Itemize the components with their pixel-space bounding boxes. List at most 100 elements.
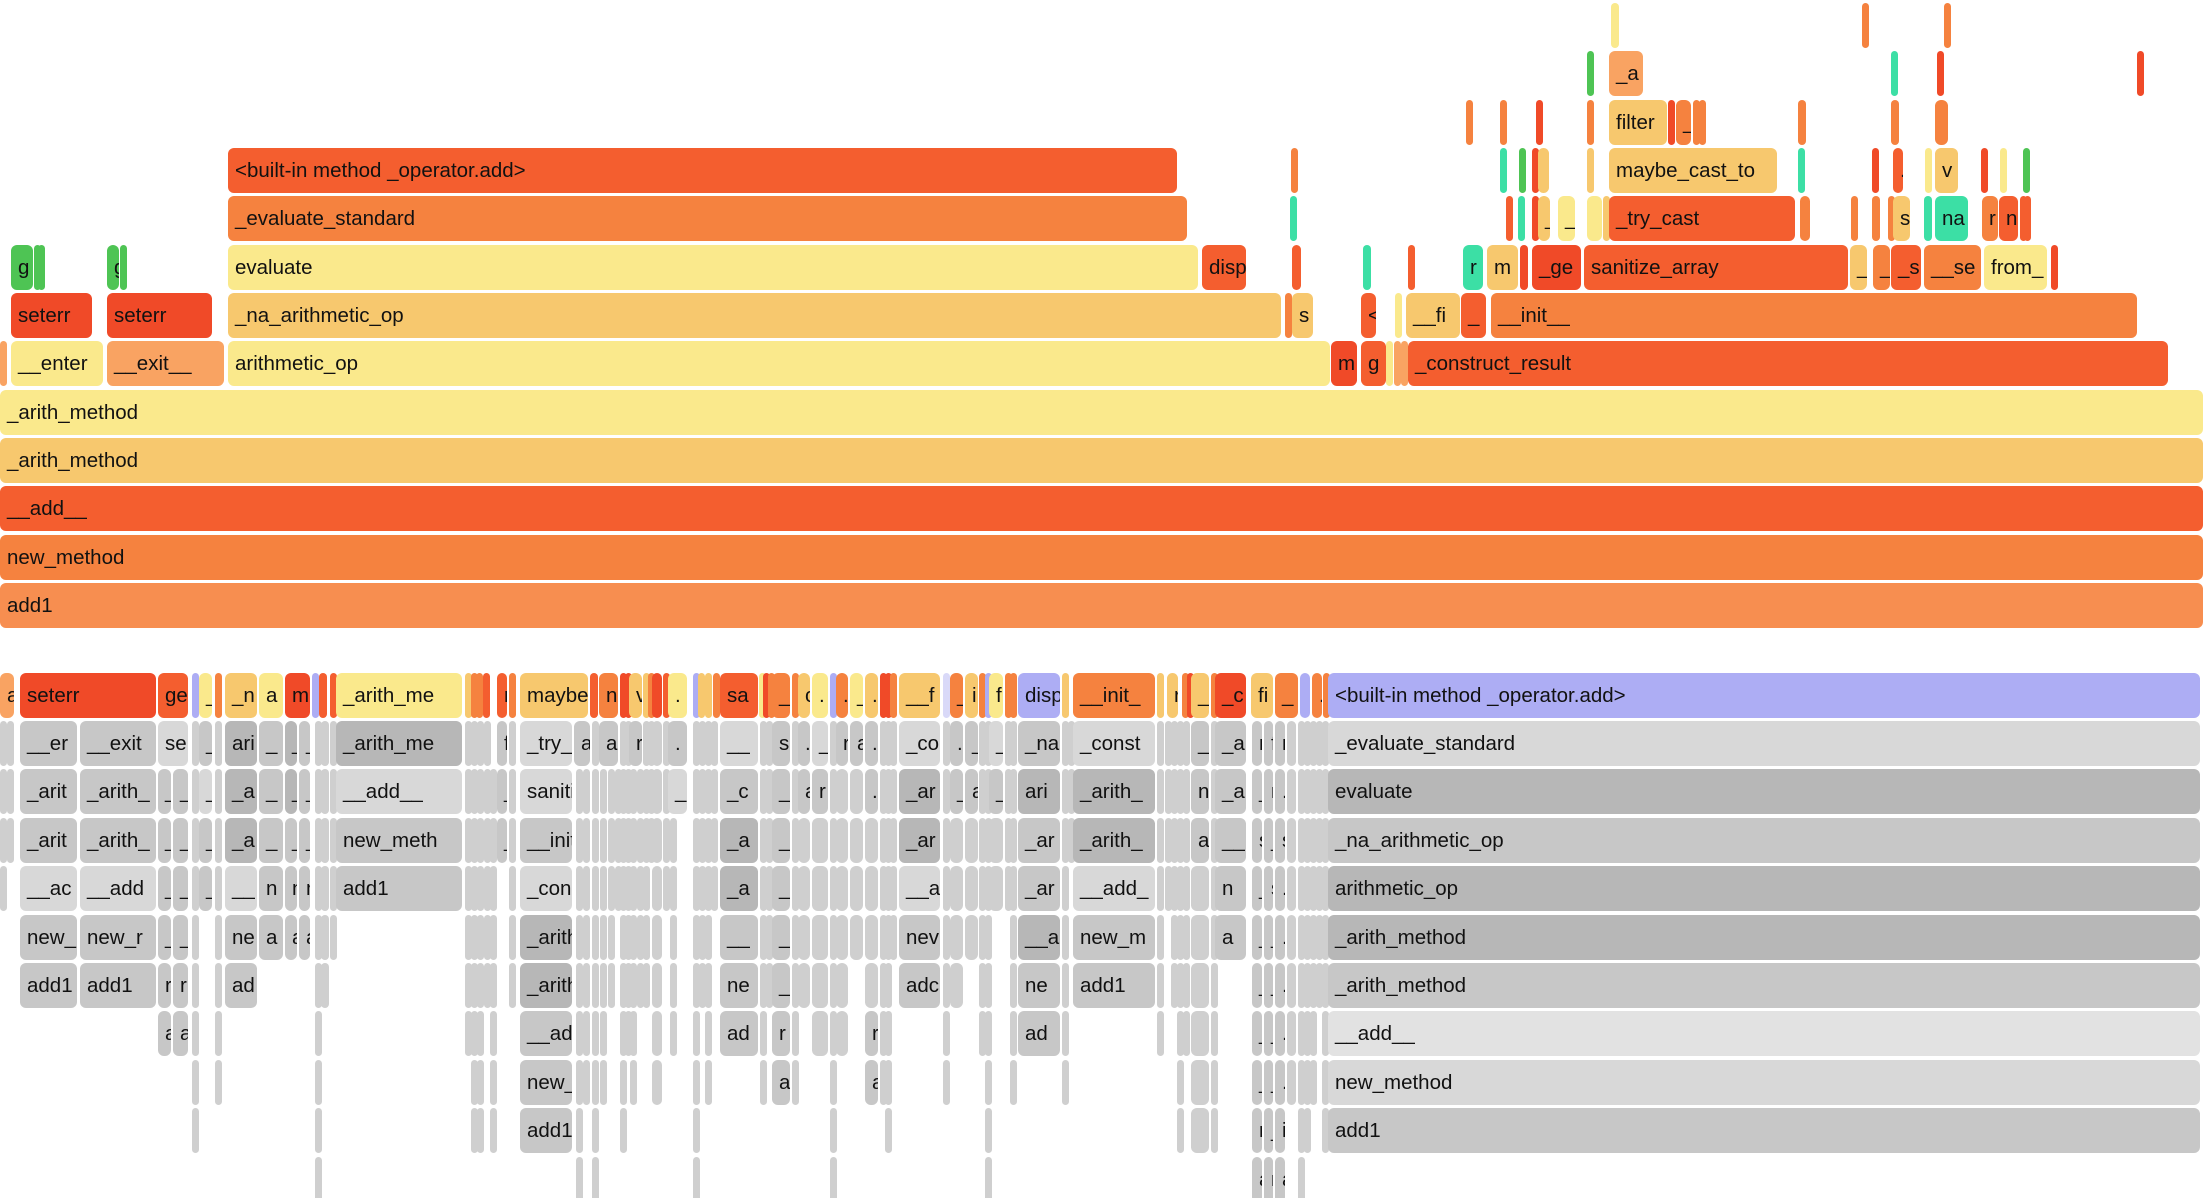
- caller-sliver[interactable]: [760, 914, 767, 960]
- caller-sliver[interactable]: [315, 769, 322, 815]
- frame-block[interactable]: [1603, 196, 1610, 241]
- caller-sliver[interactable]: [670, 963, 677, 1008]
- caller-block[interactable]: _arith_: [80, 817, 156, 863]
- caller-block[interactable]: .: [950, 721, 963, 766]
- caller-block[interactable]: new_r: [520, 1059, 572, 1105]
- caller-sliver[interactable]: [699, 721, 706, 766]
- caller-sliver[interactable]: [1171, 817, 1178, 863]
- caller-sliver[interactable]: [1068, 769, 1075, 815]
- frame-block[interactable]: na: [1935, 196, 1968, 241]
- leaf-frame-block[interactable]: c: [798, 673, 810, 718]
- caller-sliver[interactable]: [583, 914, 590, 960]
- leaf-frame-block[interactable]: _: [950, 673, 963, 718]
- caller-sliver[interactable]: [330, 769, 337, 815]
- caller-sliver[interactable]: [979, 914, 986, 960]
- caller-sliver[interactable]: [943, 866, 950, 912]
- frame-block[interactable]: [1408, 245, 1415, 290]
- caller-sliver[interactable]: [477, 1011, 484, 1057]
- caller-sliver[interactable]: [625, 963, 632, 1008]
- caller-sliver[interactable]: [850, 866, 863, 912]
- caller-block[interactable]: _: [158, 914, 171, 960]
- frame-block[interactable]: s: [1292, 293, 1313, 338]
- caller-sliver[interactable]: [315, 914, 322, 960]
- caller-block[interactable]: add1: [20, 963, 77, 1008]
- frame-block[interactable]: [1394, 341, 1401, 386]
- frame-block[interactable]: [1891, 100, 1899, 145]
- caller-sliver[interactable]: [979, 769, 986, 815]
- leaf-frame-block[interactable]: _: [1191, 673, 1209, 718]
- frame-block[interactable]: [1872, 196, 1880, 241]
- frame-block[interactable]: [1944, 3, 1951, 48]
- caller-block[interactable]: _: [259, 817, 283, 863]
- caller-block[interactable]: _: [772, 914, 790, 960]
- frame-block[interactable]: g: [1361, 341, 1386, 386]
- caller-block[interactable]: add1: [1328, 1108, 2200, 1154]
- caller-block[interactable]: _: [1252, 1059, 1262, 1105]
- leaf-frame-block[interactable]: [943, 673, 950, 718]
- frame-block[interactable]: filter: [1609, 100, 1667, 145]
- leaf-frame-block[interactable]: __f: [899, 673, 940, 718]
- caller-block[interactable]: a: [285, 914, 297, 960]
- caller-sliver[interactable]: [1157, 1011, 1164, 1057]
- caller-sliver[interactable]: [880, 721, 887, 766]
- caller-sliver[interactable]: [1183, 1011, 1190, 1057]
- caller-sliver[interactable]: [1287, 963, 1296, 1008]
- caller-sliver[interactable]: [1211, 963, 1218, 1008]
- caller-sliver[interactable]: [0, 817, 7, 863]
- caller-sliver[interactable]: [1171, 963, 1178, 1008]
- caller-sliver[interactable]: [1211, 1059, 1218, 1105]
- caller-sliver[interactable]: [950, 866, 963, 912]
- caller-block[interactable]: _: [259, 769, 283, 815]
- caller-sliver[interactable]: [989, 817, 1003, 863]
- caller-block[interactable]: .: [1275, 914, 1285, 960]
- caller-sliver[interactable]: [637, 963, 644, 1008]
- leaf-frame-block[interactable]: [830, 673, 837, 718]
- caller-block[interactable]: _: [1252, 769, 1262, 815]
- caller-block[interactable]: .: [1275, 1011, 1285, 1057]
- frame-block[interactable]: __init__: [1491, 293, 2137, 338]
- caller-block[interactable]: _: [668, 769, 687, 815]
- caller-block[interactable]: _: [497, 817, 507, 863]
- frame-block[interactable]: m: [1487, 245, 1518, 290]
- caller-sliver[interactable]: [0, 769, 7, 815]
- caller-block[interactable]: _: [1252, 1011, 1262, 1057]
- caller-sliver[interactable]: [600, 817, 607, 863]
- caller-block[interactable]: _: [1264, 1011, 1273, 1057]
- frame-block[interactable]: [2051, 245, 2058, 290]
- frame-block[interactable]: .: [1893, 148, 1903, 193]
- caller-sliver[interactable]: [1010, 914, 1017, 960]
- caller-sliver[interactable]: [865, 963, 878, 1008]
- caller-sliver[interactable]: [792, 914, 799, 960]
- caller-sliver[interactable]: [630, 1011, 637, 1057]
- caller-sliver[interactable]: [643, 963, 650, 1008]
- frame-block[interactable]: add1: [0, 583, 2203, 628]
- caller-sliver[interactable]: [600, 769, 607, 815]
- caller-block[interactable]: _: [199, 817, 212, 863]
- caller-sliver[interactable]: [321, 721, 329, 766]
- caller-sliver[interactable]: [985, 721, 992, 766]
- caller-sliver[interactable]: [880, 914, 887, 960]
- caller-sliver[interactable]: [192, 769, 199, 815]
- caller-sliver[interactable]: [836, 866, 848, 912]
- caller-sliver[interactable]: [836, 914, 848, 960]
- caller-block[interactable]: __init: [520, 817, 572, 863]
- caller-sliver[interactable]: [693, 914, 700, 960]
- leaf-frame-block[interactable]: [1062, 673, 1069, 718]
- leaf-frame-block[interactable]: [465, 673, 472, 718]
- caller-sliver[interactable]: [812, 817, 828, 863]
- caller-sliver[interactable]: [471, 769, 478, 815]
- caller-block[interactable]: a: [772, 1059, 790, 1105]
- caller-sliver[interactable]: [620, 914, 627, 960]
- caller-block[interactable]: _: [199, 769, 212, 815]
- caller-block[interactable]: n: [1215, 866, 1246, 912]
- caller-block[interactable]: _na_arithmetic_op: [1328, 817, 2200, 863]
- caller-sliver[interactable]: [1062, 963, 1069, 1008]
- caller-sliver[interactable]: [830, 769, 837, 815]
- caller-sliver[interactable]: [1211, 914, 1218, 960]
- caller-block[interactable]: _arith_me: [336, 721, 462, 766]
- caller-sliver[interactable]: [885, 963, 892, 1008]
- caller-sliver[interactable]: [985, 1011, 992, 1057]
- caller-sliver[interactable]: [477, 769, 484, 815]
- leaf-frame-block[interactable]: [192, 673, 199, 718]
- caller-sliver[interactable]: [477, 1059, 484, 1105]
